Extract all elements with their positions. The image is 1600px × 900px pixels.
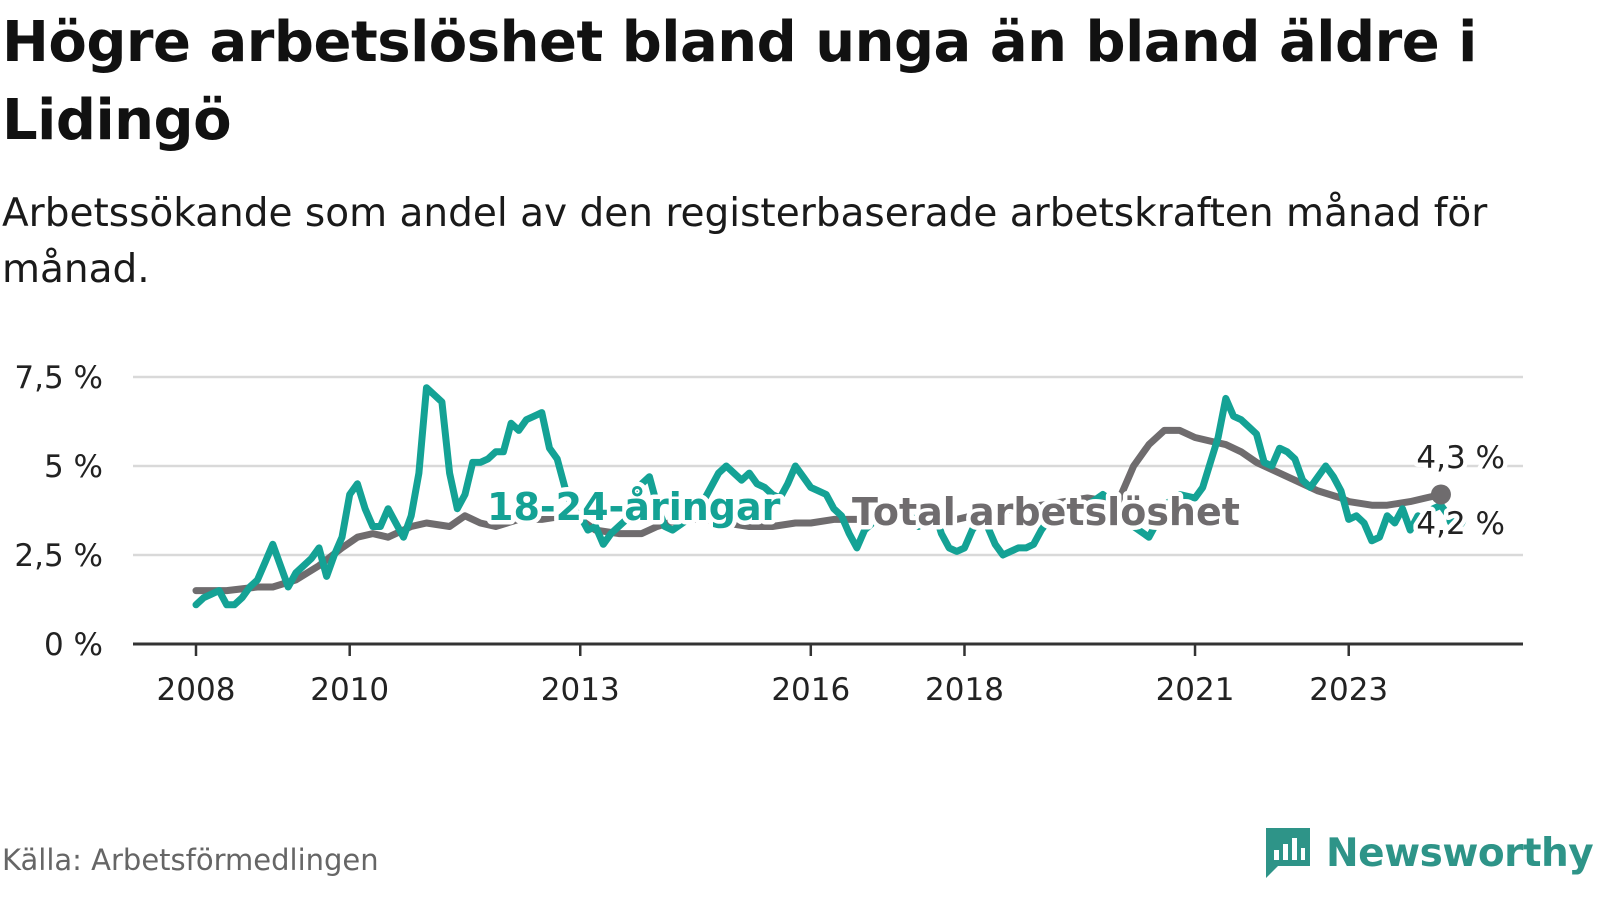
grid-lines [133,375,1523,557]
line-chart: 0 % 2,5 % 5 % 7,5 % 2008 2010 2013 2016 2018 2021… [14,360,1523,708]
youth-end-point [1446,509,1467,530]
youth-end-value-label: 4,3 % [1416,440,1505,476]
y-tick-label: 0 % [44,627,103,663]
x-tick-label: 2008 [157,672,236,708]
y-tick-label: 2,5 % [14,538,103,574]
brand-name: Newsworthy [1326,830,1594,876]
x-tick-label: 2013 [541,672,620,708]
total-end-value-label: 4,2 % [1416,506,1505,542]
chart-title: Högre arbetslöshet bland unga än bland ä… [2,10,1477,153]
x-tick-label: 2021 [1156,672,1235,708]
newsworthy-logo-icon [1266,828,1310,878]
series-lines [192,384,1467,609]
series-line [192,426,1445,595]
series-line [192,384,1460,609]
youth-series-label: 18-24-åringar [487,485,781,529]
x-tick-label: 2018 [925,672,1004,708]
total-series-label: Total arbetslöshet [852,490,1240,534]
x-tick-label: 2023 [1309,672,1388,708]
total-end-point [1430,484,1451,505]
brand-logo[interactable]: Newsworthy [1262,823,1594,883]
x-tick-label: 2016 [771,672,850,708]
y-tick-label: 5 % [44,449,103,485]
y-tick-label: 7,5 % [14,360,103,396]
x-tick-label: 2010 [310,672,389,708]
series-labels: 18-24-åringar Total arbetslöshet 4,3 % 4,2 … [483,436,1510,547]
source-note: Källa: Arbetsförmedlingen [2,843,379,877]
chart-subtitle: Arbetssökande som andel av den registerb… [2,191,1488,292]
axes: 0 % 2,5 % 5 % 7,5 % 2008 2010 2013 2016 2018 2021… [14,360,1523,708]
